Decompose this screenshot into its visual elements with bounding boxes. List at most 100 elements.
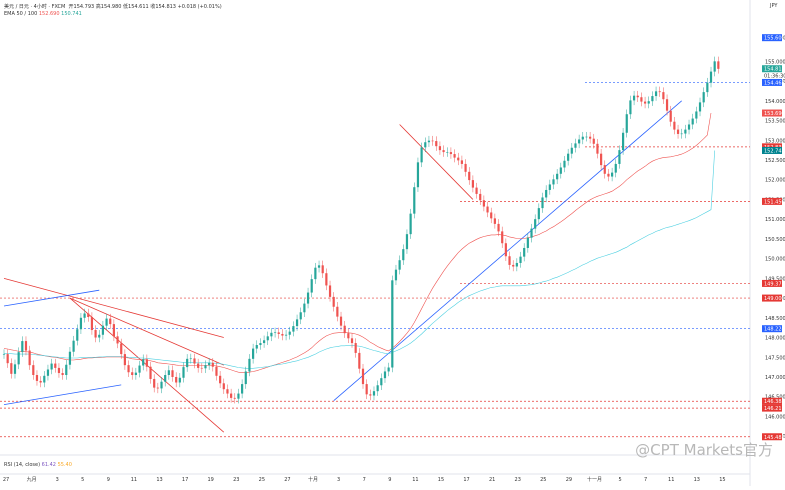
candle-body [376,385,379,392]
ema-label: EMA 50 / 100 [4,11,38,17]
last-price-tag [762,65,782,73]
candle-body [149,366,152,379]
candle-body [413,187,416,214]
candle-body [629,100,632,115]
candle-body [391,280,394,368]
candle-body [237,393,240,399]
x-tick-label: 5 [81,477,84,483]
level-price-tag [762,397,782,405]
candle-body [457,157,460,161]
candle-body [512,264,515,267]
symbol-line: 美元 / 日元 · 4小时 · FXCM [4,4,66,10]
x-tick-label: 25 [259,477,265,483]
currency-label: JPY [770,3,778,9]
candle-body [98,334,101,338]
candle-body [145,359,148,367]
candle-body [475,187,478,194]
candle-body [244,371,247,385]
candle-body [138,365,141,373]
candle-body [171,370,174,377]
candle-body [684,129,687,134]
candle-body [94,330,97,338]
level-price-tag [762,279,782,287]
candle-body [654,91,658,97]
candle-body [358,352,361,369]
candle-body [142,359,145,366]
candle-body [303,303,306,313]
y-tick-label: 146.500 [765,395,785,401]
candle-body [402,249,405,261]
candle-body [262,340,266,344]
y-tick-label: 147.500 [765,355,785,361]
candle-body [581,136,584,140]
candle-body [468,171,471,181]
candle-body [87,313,90,318]
candle-body [530,228,533,238]
y-tick-label: 155.000 [765,59,785,65]
candle-body [131,372,134,376]
candle-body [537,208,540,220]
candle-body [541,197,544,209]
candle-body [79,317,83,330]
x-tick-label: 19 [208,477,214,483]
x-tick-label: 11 [131,477,137,483]
candle-body [350,338,354,344]
candle-body [281,333,284,336]
ema-fast-tag-text: 153.690 [764,111,785,117]
candle-body [504,243,507,257]
candle-body [101,325,105,335]
candle-body [314,267,317,280]
candle-body [347,333,350,339]
candle-body [13,364,17,374]
candle-body [526,237,529,248]
candle-body [226,389,229,394]
x-tick-label: 29 [566,477,572,483]
candle-body [709,71,713,83]
x-tick-label: 9 [107,477,110,483]
ema-slow-tag-text: 152.741 [764,148,785,154]
candle-body [497,223,500,232]
candle-body [361,368,365,385]
ohlc-readout: 开154.793 高154.980 低154.611 收154.813 +0.0… [68,4,222,10]
y-tick-label: 147.000 [765,375,785,381]
candle-body [248,358,251,372]
candle-body [570,147,573,154]
y-tick-label: 150.000 [765,257,785,263]
candle-body [636,95,639,98]
candle-body [592,138,595,144]
candle-body [310,279,313,293]
candle-body [68,351,72,365]
candle-body [83,313,86,318]
candle-body [28,350,31,366]
candle-body [534,219,537,229]
top-price-tag-text: 155.600 [764,36,785,42]
candle-body [50,363,53,370]
level-price-tag-text: 145.485 [764,435,785,441]
x-tick-label: 17 [182,477,188,483]
candle-body [39,380,42,383]
candle-body [687,124,691,130]
candle-body [680,133,683,135]
candle-body [574,143,577,148]
candle-body [134,372,137,376]
y-tick-label: 148.000 [765,336,785,342]
candle-body [640,97,643,102]
candle-body [431,140,434,142]
candle-body [515,262,518,267]
y-tick-label: 151.000 [765,217,785,223]
candle-body [76,329,79,341]
candle-body [112,324,115,337]
y-tick-label: 148.500 [765,316,785,322]
level-price-tag-text: 146.385 [764,399,785,405]
x-tick-label: 17 [463,477,469,483]
candle-body [596,143,599,154]
rsi-label: RSI (14, close) [4,462,41,468]
level-price-tag-text: 149.371 [764,281,785,287]
candle-body [6,354,9,364]
candle-body [427,140,431,143]
candle-body [57,367,61,374]
candle-body [662,92,665,100]
